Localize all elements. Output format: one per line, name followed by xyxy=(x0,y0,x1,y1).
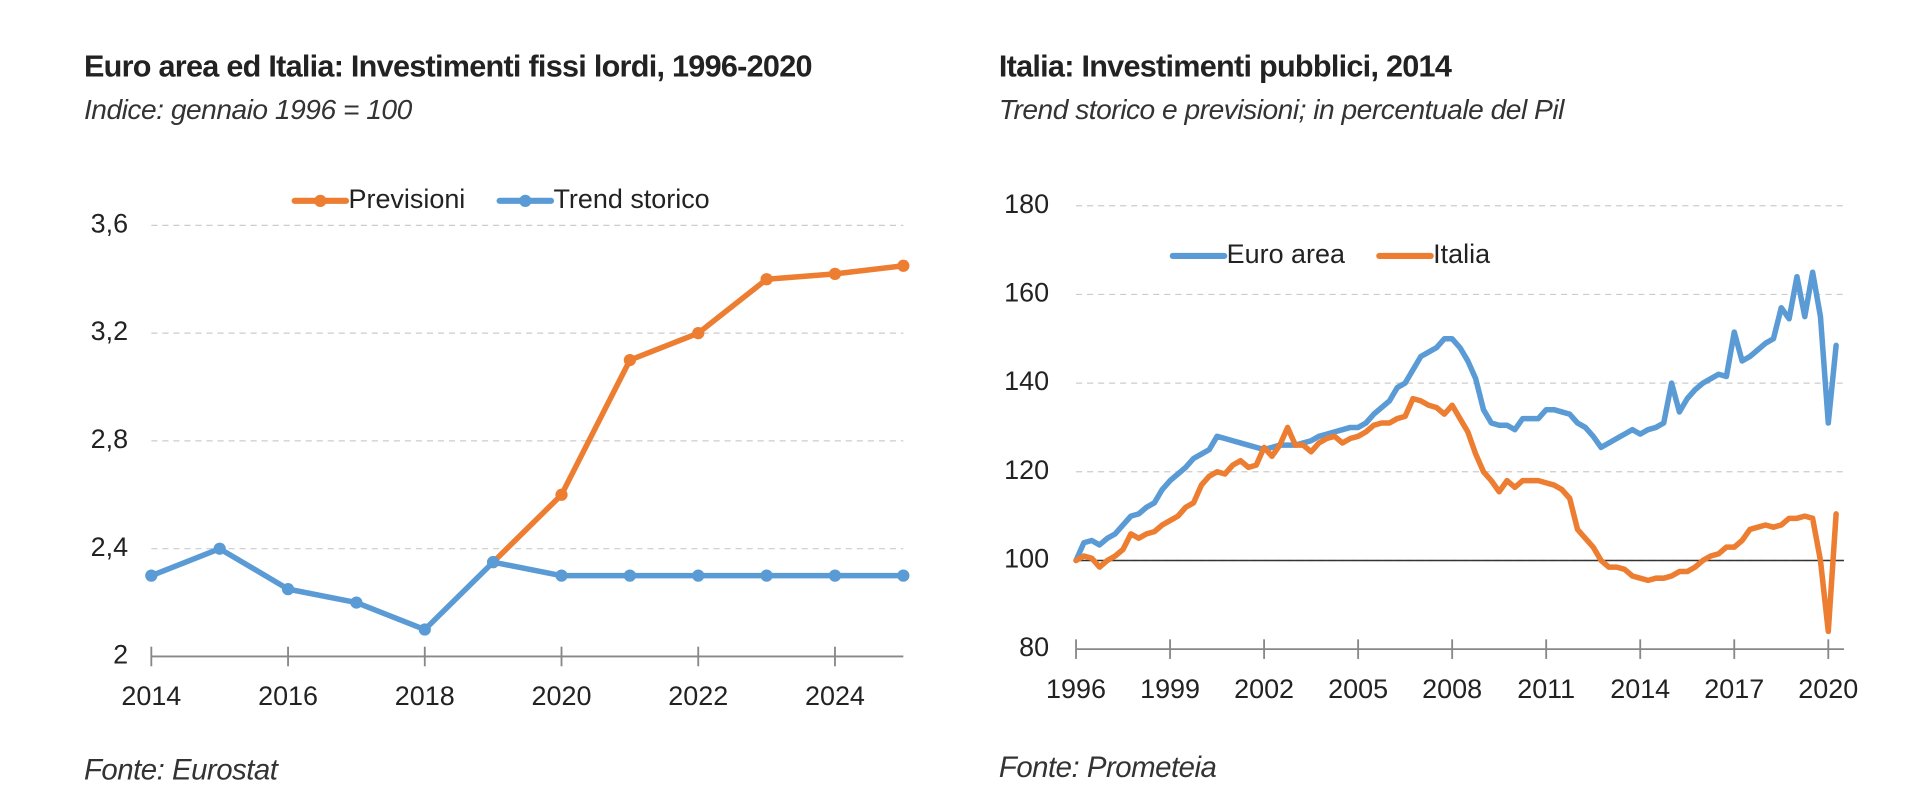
data-point xyxy=(897,259,910,272)
legend-label: Euro area xyxy=(1227,239,1345,269)
legend-label: Italia xyxy=(1433,239,1490,269)
source-note: Fonte: Prometeia xyxy=(999,751,1217,784)
data-point xyxy=(897,569,910,582)
data-point xyxy=(760,569,773,582)
x-tick-label: 2014 xyxy=(1610,674,1670,704)
data-point xyxy=(828,267,842,280)
series-line xyxy=(1073,269,1839,564)
legend-marker xyxy=(314,194,327,207)
y-tick-label: 140 xyxy=(1004,366,1049,396)
x-tick-label: 2017 xyxy=(1704,674,1764,704)
data-point xyxy=(350,596,363,609)
data-point xyxy=(145,569,158,582)
data-point xyxy=(555,569,568,582)
data-point xyxy=(828,569,842,582)
legend-label: Trend storico xyxy=(553,184,709,214)
y-tick-label: 2,8 xyxy=(91,424,128,454)
series-line xyxy=(490,263,907,565)
y-tick-label: 100 xyxy=(1004,544,1049,574)
x-tick-label: 2011 xyxy=(1517,674,1575,704)
source-note: Fonte: Eurostat xyxy=(84,753,280,786)
y-tick-label: 160 xyxy=(1004,278,1049,308)
chart-subtitle: Indice: gennaio 1996 = 100 xyxy=(84,94,413,125)
y-tick-label: 3,6 xyxy=(91,208,128,238)
data-point xyxy=(623,353,637,367)
data-point xyxy=(281,582,295,596)
series-line xyxy=(148,545,907,633)
data-point xyxy=(692,327,705,340)
chart-title: Euro area ed Italia: Investimenti fissi … xyxy=(84,50,812,84)
data-point xyxy=(555,488,568,501)
x-tick-label: 2018 xyxy=(395,681,455,711)
y-tick-label: 80 xyxy=(1019,632,1049,662)
y-tick-label: 120 xyxy=(1004,455,1049,485)
x-tick-label: 2024 xyxy=(805,681,865,711)
legend-label: Previsioni xyxy=(349,184,466,214)
x-tick-label: 2022 xyxy=(668,681,728,711)
y-tick-label: 2,4 xyxy=(91,532,128,562)
data-point xyxy=(623,569,637,582)
x-tick-label: 2005 xyxy=(1328,674,1388,704)
legend-marker xyxy=(519,194,532,207)
y-tick-label: 3,2 xyxy=(91,316,128,346)
data-point xyxy=(213,542,226,555)
data-point xyxy=(418,623,431,636)
x-tick-label: 1996 xyxy=(1046,674,1106,704)
y-tick-label: 2 xyxy=(113,640,128,670)
x-tick-label: 2002 xyxy=(1234,674,1294,704)
x-tick-label: 2008 xyxy=(1422,674,1482,704)
chart-subtitle: Trend storico e previsioni; in percentua… xyxy=(999,94,1565,125)
x-tick-label: 2020 xyxy=(532,681,592,711)
data-point xyxy=(760,273,773,286)
chart-title: Italia: Investimenti pubblici, 2014 xyxy=(999,50,1452,84)
x-tick-label: 2016 xyxy=(258,681,318,711)
x-tick-label: 2014 xyxy=(121,681,181,711)
data-point xyxy=(487,556,500,569)
x-tick-label: 2020 xyxy=(1798,674,1858,704)
data-point xyxy=(692,569,705,582)
y-tick-label: 180 xyxy=(1004,189,1049,219)
series-line xyxy=(1073,395,1839,635)
x-tick-label: 1999 xyxy=(1140,674,1200,704)
